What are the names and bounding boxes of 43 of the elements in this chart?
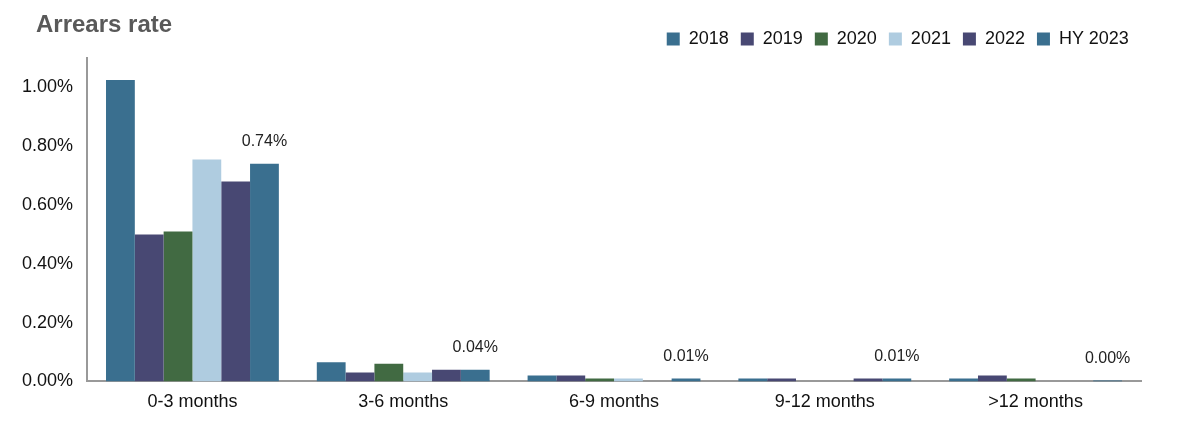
bar <box>853 378 883 382</box>
y-tick-label: 1.00% <box>21 76 74 97</box>
data-label: 0.01% <box>663 346 709 364</box>
bar <box>134 234 164 382</box>
data-label: 0.00% <box>1084 348 1131 366</box>
bar <box>738 378 768 382</box>
y-tick-label: 0.00% <box>21 370 74 391</box>
bar <box>374 363 404 382</box>
bar <box>767 378 796 382</box>
bar <box>106 80 135 382</box>
bar <box>250 163 279 382</box>
x-tick-label: 9-12 months <box>774 391 875 412</box>
x-tick-label: >12 months <box>988 391 1083 412</box>
legend-label: 2021 <box>910 27 951 48</box>
bar <box>671 378 701 382</box>
y-tick-label: 0.60% <box>21 193 74 214</box>
bar <box>163 231 193 382</box>
data-label: 0.04% <box>452 338 498 356</box>
legend-label: HY 2023 <box>1058 27 1129 48</box>
bar <box>403 372 433 382</box>
bar <box>949 378 978 382</box>
data-label: 0.01% <box>874 346 920 364</box>
bar <box>432 369 461 382</box>
bar <box>585 378 615 382</box>
bar <box>614 378 643 382</box>
bar <box>221 181 251 382</box>
bar <box>316 362 346 382</box>
legend-label: 2019 <box>762 27 803 48</box>
x-tick-label: 0-3 months <box>147 391 238 412</box>
bar <box>192 159 222 382</box>
bar <box>460 369 490 382</box>
chart-title: Arrears rate <box>36 10 173 38</box>
legend-label: 2018 <box>688 27 729 48</box>
x-tick-label: 6-9 months <box>569 391 660 412</box>
bar <box>1006 378 1036 382</box>
legend-label: 2022 <box>984 27 1025 48</box>
legend-label: 2020 <box>836 27 877 48</box>
data-label: 0.74% <box>241 132 288 150</box>
x-tick-label: 3-6 months <box>358 391 449 412</box>
y-tick-label: 0.40% <box>21 252 74 273</box>
y-tick-label: 0.80% <box>21 135 74 156</box>
y-tick-label: 0.20% <box>21 311 74 332</box>
bar <box>882 378 912 382</box>
